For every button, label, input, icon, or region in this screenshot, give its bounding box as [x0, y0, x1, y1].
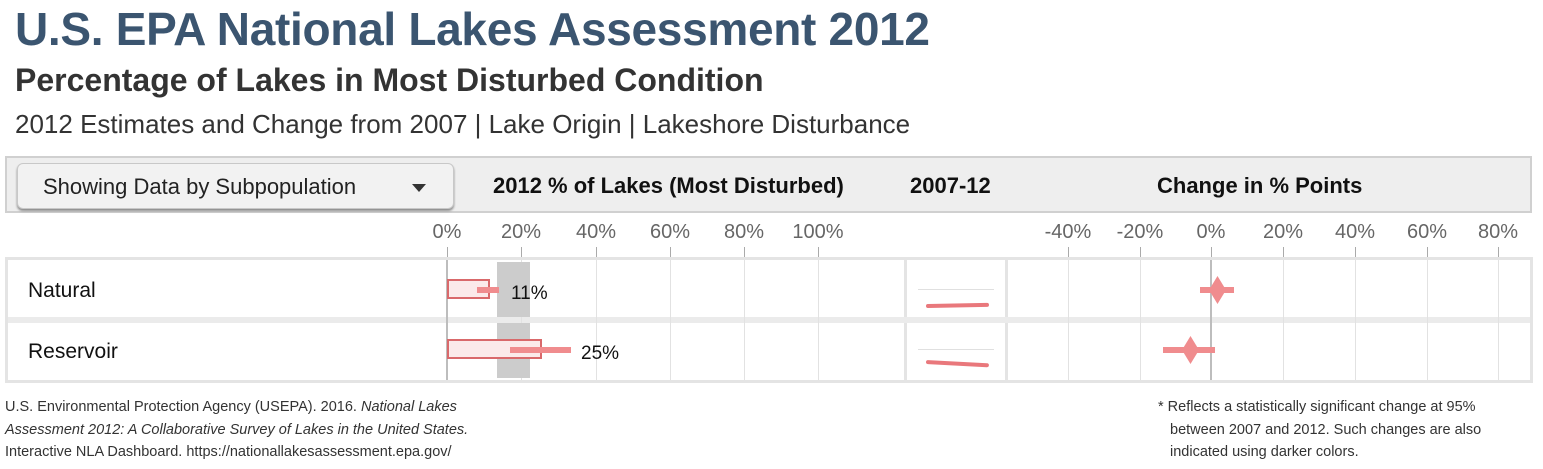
- grid-line: [596, 260, 597, 380]
- column-header-trend: 2007-12: [910, 173, 991, 198]
- estimate-tick-label: 80%: [723, 221, 765, 243]
- axis-tick: [1140, 247, 1141, 257]
- row-label-natural: Natural: [28, 279, 96, 302]
- change-tick-label: 20%: [1262, 221, 1304, 243]
- error-bar: [510, 347, 571, 353]
- axis-tick: [744, 247, 745, 257]
- page-title: U.S. EPA National Lakes Assessment 2012: [15, 3, 930, 55]
- axis-tick: [1211, 247, 1212, 257]
- grid-line: [1068, 260, 1069, 380]
- value-label-reservoir: 25%: [581, 343, 620, 364]
- page-description: 2012 Estimates and Change from 2007 | La…: [15, 109, 911, 139]
- change-tick-label: -40%: [1044, 221, 1092, 243]
- column-header-change: Change in % Points: [1157, 173, 1363, 198]
- change-tick-label: 60%: [1406, 221, 1448, 243]
- column-header-estimate: 2012 % of Lakes (Most Disturbed): [493, 173, 844, 198]
- grid-line: [670, 260, 671, 380]
- change-marker-natural[interactable]: [1209, 276, 1226, 304]
- change-tick-label: -20%: [1116, 221, 1164, 243]
- axis-tick: [521, 247, 522, 257]
- grid-line: [1283, 260, 1284, 380]
- caret-down-icon: [412, 184, 426, 192]
- grid-line: [521, 260, 522, 380]
- axis-tick: [1355, 247, 1356, 257]
- grid-line: [1498, 260, 1499, 380]
- citation: U.S. Environmental Protection Agency (US…: [5, 396, 468, 464]
- reference-band: [497, 262, 530, 317]
- citation-text: U.S. Environmental Protection Agency (US…: [5, 399, 361, 415]
- axis-tick: [1498, 247, 1499, 257]
- estimate-tick-label: 20%: [500, 221, 542, 243]
- page-subtitle: Percentage of Lakes in Most Disturbed Co…: [15, 62, 764, 98]
- zero-line: [1210, 260, 1212, 380]
- grid-line: [1140, 260, 1141, 380]
- value-label-natural: 11%: [511, 283, 548, 304]
- axis-tick: [818, 247, 819, 257]
- estimate-tick-label: 60%: [649, 221, 691, 243]
- grid-line: [1355, 260, 1356, 380]
- axis-tick: [447, 247, 448, 257]
- note-line: indicated using darker colors.: [1170, 444, 1359, 460]
- citation-url: Interactive NLA Dashboard. https://natio…: [5, 444, 452, 460]
- grid-line: [818, 260, 819, 380]
- row-divider: [8, 317, 1530, 323]
- change-tick-label: 80%: [1477, 221, 1519, 243]
- estimate-tick-label: 0%: [432, 221, 462, 243]
- note-line: between 2007 and 2012. Such changes are …: [1170, 421, 1482, 438]
- axis-tick: [1283, 247, 1284, 257]
- axis-tick: [1427, 247, 1428, 257]
- error-bar: [477, 287, 499, 293]
- estimate-tick-label: 40%: [575, 221, 617, 243]
- axis-tick: [670, 247, 671, 257]
- citation-title: Assessment 2012: A Collaborative Survey …: [5, 421, 469, 438]
- change-tick-label: 0%: [1196, 221, 1226, 243]
- change-tick-label: 40%: [1334, 221, 1376, 243]
- subpopulation-dropdown[interactable]: Showing Data by Subpopulation: [17, 163, 454, 209]
- grid-line: [1427, 260, 1428, 380]
- change-marker-reservoir[interactable]: [1182, 336, 1199, 364]
- significance-note: * Reflects a statistically significant c…: [1158, 396, 1481, 464]
- axis-tick: [1068, 247, 1069, 257]
- sparkline-baseline: [918, 289, 994, 290]
- dropdown-label: Showing Data by Subpopulation: [43, 174, 357, 199]
- note-line: * Reflects a statistically significant c…: [1158, 399, 1476, 415]
- citation-title: National Lakes: [360, 399, 457, 415]
- sparkline-baseline: [918, 349, 994, 350]
- estimate-tick-label: 100%: [792, 221, 844, 243]
- row-label-reservoir: Reservoir: [28, 340, 118, 363]
- grid-line: [744, 260, 745, 380]
- zero-line: [446, 260, 448, 380]
- axis-tick: [596, 247, 597, 257]
